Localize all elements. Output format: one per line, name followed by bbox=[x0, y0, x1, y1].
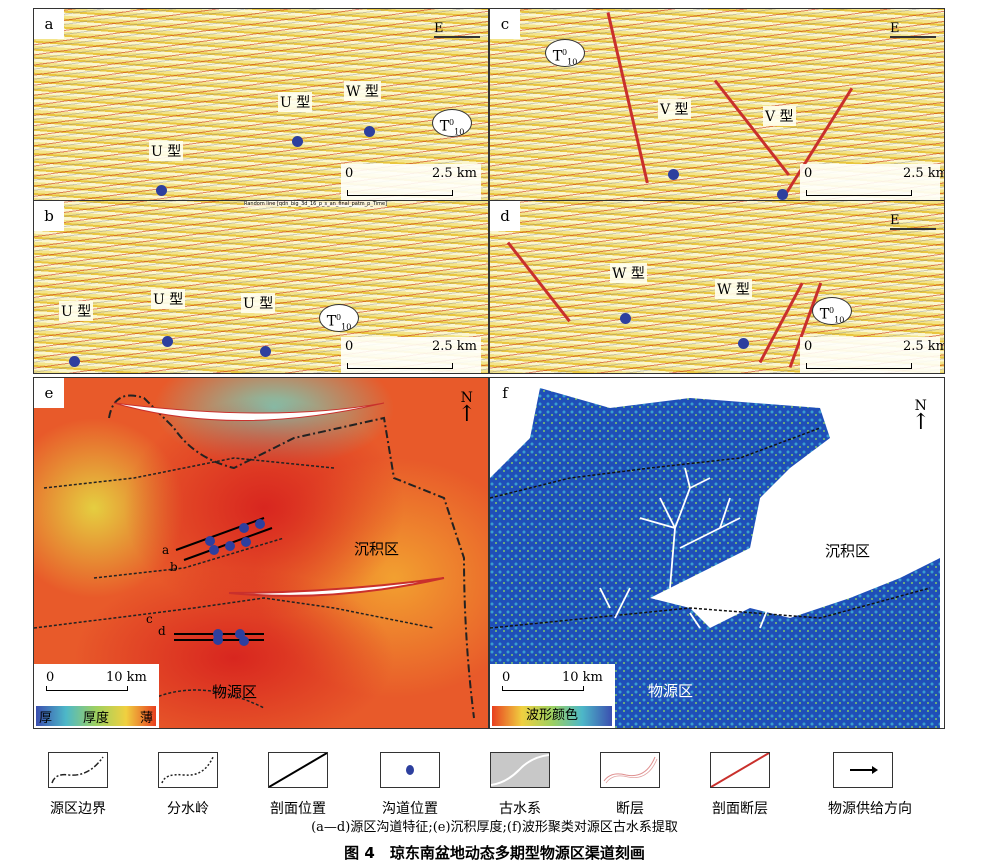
legend-item: 沟道位置 bbox=[375, 752, 445, 818]
east-arrow-icon: E bbox=[890, 213, 936, 230]
scale-bar: 0 2.5 km bbox=[341, 337, 481, 373]
panel-label: c bbox=[490, 9, 520, 39]
section-label: b bbox=[170, 560, 178, 574]
legend-item: 剖面断层 bbox=[705, 752, 775, 818]
section-fault-line bbox=[713, 79, 791, 176]
paleo-drainage-icon bbox=[490, 752, 550, 788]
section-fault-icon bbox=[710, 752, 770, 788]
channel-type-tag: U 型 bbox=[59, 301, 94, 321]
map-legend-box: 0 10 km 厚厚度薄 bbox=[34, 664, 159, 728]
source-area-label: 物源区 bbox=[212, 683, 258, 701]
channel-type-tag: W 型 bbox=[715, 279, 752, 299]
channel-type-tag: V 型 bbox=[763, 106, 796, 126]
panel-label: f bbox=[490, 378, 520, 408]
channel-position-dot bbox=[162, 336, 173, 347]
legend-item: 物源供给方向 bbox=[828, 752, 912, 818]
scale-bar: 0 2.5 km bbox=[800, 164, 944, 201]
panel-label: a bbox=[34, 9, 64, 39]
panel-label: b bbox=[34, 201, 64, 231]
boundary-lines bbox=[34, 394, 475, 719]
channel-type-tag: U 型 bbox=[149, 141, 184, 161]
horizon-t10-label: T010 bbox=[812, 297, 852, 325]
source-area-label: 物源区 bbox=[648, 682, 694, 700]
random-line-caption: Random line [qdn_big_3d_16_p_s_an_final_… bbox=[244, 201, 388, 207]
panel-b: b Random line [qdn_big_3d_16_p_s_an_fina… bbox=[33, 200, 489, 374]
channel-type-tag: U 型 bbox=[241, 293, 276, 313]
channel-position-dot bbox=[364, 126, 375, 137]
deposit-area-label: 沉积区 bbox=[825, 542, 871, 560]
section-fault-line bbox=[606, 12, 649, 184]
panel-label: e bbox=[34, 378, 64, 408]
section-label: a bbox=[162, 543, 170, 557]
fault-icon bbox=[600, 752, 660, 788]
channel-type-tag: U 型 bbox=[151, 289, 186, 309]
legend-item: 古水系 bbox=[485, 752, 555, 818]
waveform-colorbar: 波形颜色 bbox=[492, 706, 612, 726]
figure-caption: (a—d)源区沟道特征;(e)沉积厚度;(f)波形聚类对源区古水系提取 bbox=[311, 820, 678, 835]
section-fault-line bbox=[506, 241, 571, 323]
panel-e-thickness-map: e N ↑ a b c d 沉积区 物源区 0 10 km 厚厚度薄 bbox=[33, 377, 489, 729]
map-legend-box: 0 10 km 波形颜色 bbox=[490, 664, 615, 728]
panel-c: c E T010 V 型 V 型 0 2.5 km bbox=[489, 8, 945, 202]
thickness-colorbar: 厚厚度薄 bbox=[36, 706, 156, 726]
supply-direction-icon bbox=[833, 752, 893, 788]
figure-title: 图 4 琼东南盆地动态多期型物源区渠道刻画 bbox=[344, 844, 645, 862]
panel-label: d bbox=[490, 201, 520, 231]
section-label: c bbox=[146, 612, 153, 626]
channel-position-dot bbox=[777, 189, 788, 200]
scale-bar: 0 2.5 km bbox=[341, 164, 481, 201]
section-position-icon bbox=[268, 752, 328, 788]
channel-type-tag: V 型 bbox=[658, 99, 691, 119]
panel-d: d E W 型 W 型 T010 0 2.5 km bbox=[489, 200, 945, 374]
channel-type-tag: W 型 bbox=[344, 81, 381, 101]
channel-position-dot bbox=[69, 356, 80, 367]
deposit-area-label: 沉积区 bbox=[354, 540, 400, 558]
channel-position-dot bbox=[260, 346, 271, 357]
north-arrow-icon: N ↑ bbox=[911, 398, 930, 435]
channel-type-tag: W 型 bbox=[610, 263, 647, 283]
source-boundary-icon bbox=[48, 752, 108, 788]
east-arrow-icon: E bbox=[890, 21, 936, 38]
panel-f-waveform-map: f N ↑ 沉积区 物源区 0 10 km 波形颜色 bbox=[489, 377, 945, 729]
east-arrow-icon: E bbox=[434, 21, 480, 38]
horizon-t10-label: T010 bbox=[432, 109, 472, 137]
section-label: d bbox=[158, 624, 166, 638]
legend-item: 剖面位置 bbox=[263, 752, 333, 818]
panel-a: a E U 型 U 型 W 型 T010 0 2.5 km bbox=[33, 8, 489, 202]
legend-item: 分水岭 bbox=[153, 752, 223, 818]
horizon-t10-label: T010 bbox=[319, 304, 359, 332]
horizon-t10-label: T010 bbox=[545, 39, 585, 67]
channel-position-dot bbox=[620, 313, 631, 324]
channel-position-dot bbox=[156, 185, 167, 196]
scale-bar: 0 2.5 km bbox=[800, 337, 944, 373]
channel-position-dot bbox=[738, 338, 749, 349]
channel-position-dot bbox=[668, 169, 679, 180]
legend-item: 源区边界 bbox=[43, 752, 113, 818]
channel-position-icon bbox=[380, 752, 440, 788]
channel-position-dot bbox=[292, 136, 303, 147]
north-arrow-icon: N ↑ bbox=[457, 390, 476, 427]
legend-item: 断层 bbox=[595, 752, 665, 818]
channel-type-tag: U 型 bbox=[278, 92, 313, 112]
waveform-map bbox=[490, 388, 940, 728]
watershed-icon bbox=[158, 752, 218, 788]
